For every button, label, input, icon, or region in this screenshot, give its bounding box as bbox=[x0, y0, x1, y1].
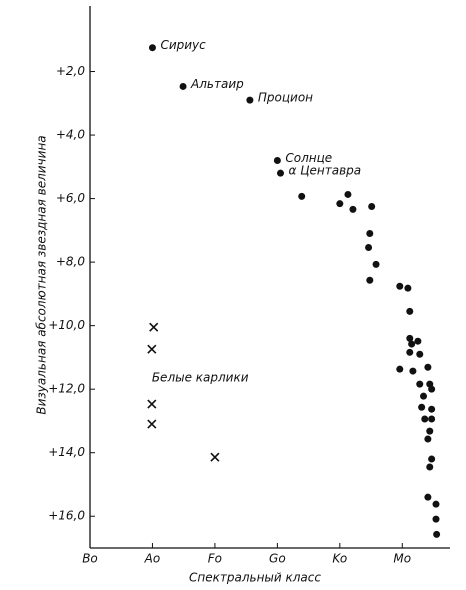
x-tick-label: Bo bbox=[82, 552, 98, 566]
x-axis-label: Спектральный класс bbox=[189, 571, 321, 585]
star-point bbox=[418, 403, 426, 411]
y-tick-label: +2,0 bbox=[56, 64, 86, 78]
y-tick-label: +16,0 bbox=[48, 509, 85, 523]
star-point bbox=[365, 244, 373, 252]
star-point bbox=[421, 415, 429, 423]
star-point bbox=[428, 405, 436, 413]
dwarf-point bbox=[147, 419, 157, 429]
dwarf-point bbox=[210, 452, 220, 462]
star-point bbox=[428, 415, 436, 423]
star-point bbox=[406, 348, 414, 356]
star-point bbox=[406, 334, 414, 342]
x-tick-label: Fo bbox=[208, 552, 222, 566]
star-point bbox=[246, 96, 254, 104]
star-point bbox=[276, 169, 284, 177]
dwarf-point bbox=[149, 322, 159, 332]
x-tick-label: Ao bbox=[144, 552, 161, 566]
dwarf-point bbox=[147, 344, 157, 354]
star-label: α Центавра bbox=[288, 164, 361, 178]
star-point bbox=[408, 340, 416, 348]
star-point bbox=[416, 380, 424, 388]
star-point bbox=[298, 192, 306, 200]
star-label: Альтаир bbox=[190, 77, 244, 91]
star-point bbox=[336, 200, 344, 208]
star-point bbox=[426, 463, 434, 471]
star-point bbox=[366, 230, 374, 238]
star-point bbox=[404, 284, 412, 292]
star-point bbox=[420, 392, 428, 400]
star-point bbox=[416, 350, 424, 358]
series-label: Белые карлики bbox=[152, 371, 249, 385]
star-point bbox=[409, 367, 417, 375]
star-label: Процион bbox=[258, 91, 313, 105]
y-tick-label: +14,0 bbox=[48, 445, 85, 459]
y-tick-label: +4,0 bbox=[56, 128, 86, 142]
star-point bbox=[179, 82, 187, 90]
dwarf-point bbox=[147, 399, 157, 409]
star-point bbox=[396, 282, 404, 290]
star-point bbox=[433, 530, 441, 538]
y-tick-label: +8,0 bbox=[56, 255, 86, 269]
y-tick-label: +12,0 bbox=[48, 382, 85, 396]
star-point bbox=[426, 427, 434, 435]
star-point bbox=[349, 205, 357, 213]
y-tick-label: +6,0 bbox=[56, 191, 86, 205]
star-point bbox=[366, 276, 374, 284]
star-point bbox=[432, 500, 440, 508]
star-label: Сириус bbox=[160, 38, 206, 52]
star-point bbox=[406, 307, 414, 315]
star-point bbox=[148, 44, 156, 52]
y-tick-label: +10,0 bbox=[48, 318, 85, 332]
star-point bbox=[428, 385, 436, 393]
star-point bbox=[424, 363, 432, 371]
x-tick-label: Mo bbox=[393, 552, 411, 566]
x-tick-label: Go bbox=[269, 552, 286, 566]
star-point bbox=[432, 515, 440, 523]
star-point bbox=[396, 365, 404, 373]
star-point bbox=[372, 260, 380, 268]
x-tick-label: Ko bbox=[332, 552, 347, 566]
star-point bbox=[344, 190, 352, 198]
y-axis-label: Визуальная абсолютная звездная величина bbox=[35, 135, 49, 414]
star-label: Солнце bbox=[285, 151, 332, 165]
star-point bbox=[273, 156, 281, 164]
star-point bbox=[424, 493, 432, 501]
star-point bbox=[368, 203, 376, 211]
star-point bbox=[414, 337, 422, 345]
star-point bbox=[428, 455, 436, 463]
star-point bbox=[424, 435, 432, 443]
